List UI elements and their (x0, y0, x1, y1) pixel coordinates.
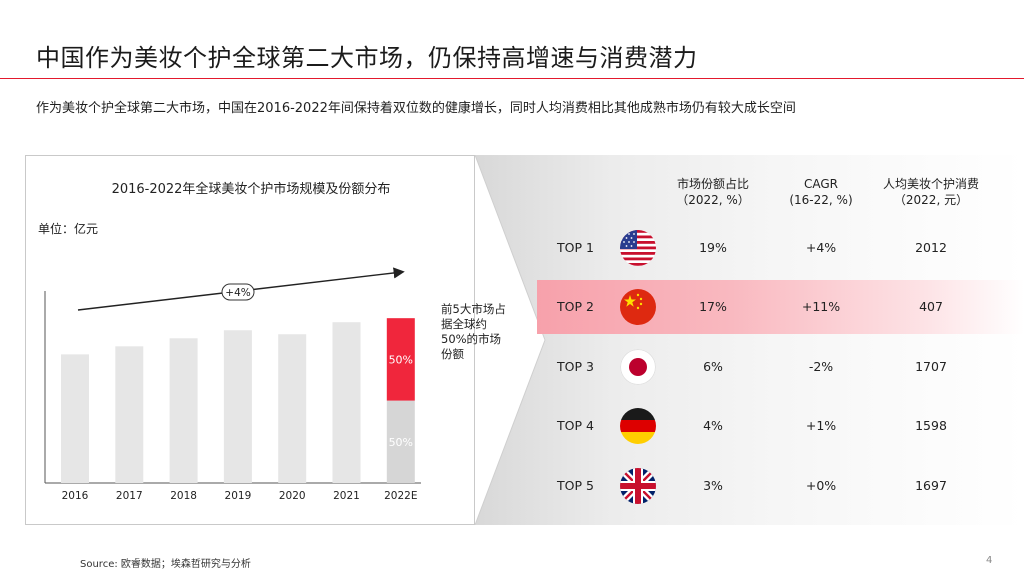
bar-2017 (115, 346, 144, 483)
rank-label: TOP 4 (557, 418, 594, 433)
x-tick-label: 2022E (384, 490, 417, 502)
table-row: TOP 5 3% +0% 1697 (537, 464, 1024, 508)
x-tick-label: 2021 (333, 490, 360, 502)
bar-chart: 50% 50% 2016 2017 2018 2019 2020 2021 2022E +4% (44, 267, 421, 502)
table-row-highlighted: TOP 2 17% +11% 407 (537, 280, 1024, 334)
bar-2016 (61, 354, 89, 483)
bar-2019 (223, 330, 252, 483)
ranking-panel-background (475, 155, 1024, 525)
bar-2022-other-markets (386, 400, 415, 483)
market-share-note: 前5大市场占据全球约50%的市场份额 (441, 302, 506, 361)
x-tick-label: 2018 (170, 490, 197, 502)
cagr-value: +4% (805, 240, 837, 255)
column-header-cagr: CAGR (16-22, %) (789, 177, 853, 207)
bar-label-top5: 50% (389, 353, 413, 366)
usa-flag-icon (620, 230, 656, 266)
bar-2018 (169, 338, 198, 483)
share-value: 17% (699, 299, 727, 314)
spend-value: 1598 (915, 418, 947, 433)
x-tick-label: 2019 (225, 490, 252, 502)
cagr-value: -2% (808, 359, 834, 374)
bar-label-others: 50% (389, 436, 413, 449)
share-value: 3% (703, 478, 723, 493)
source-note: Source: 欧睿数据；埃森哲研究与分析 (80, 559, 251, 570)
bar-2020 (278, 334, 307, 483)
chart-title: 2016-2022年全球美妆个护市场规模及份额分布 (111, 182, 391, 197)
germany-flag-icon (620, 408, 656, 444)
chart-panel: 2016-2022年全球美妆个护市场规模及份额分布 单位：亿元 50% 50% 2… (25, 155, 475, 525)
rank-label: TOP 3 (557, 359, 594, 374)
share-value: 4% (703, 418, 723, 433)
x-tick-label: 2017 (116, 490, 143, 502)
panel-notch (475, 155, 545, 525)
table-row: TOP 3 6% -2% 1707 (537, 345, 1024, 389)
rank-label: TOP 2 (557, 299, 594, 314)
panel-notch-border (475, 155, 546, 525)
trend-badge (221, 283, 255, 301)
table-row: TOP 4 4% +1% 1598 (537, 404, 1024, 448)
column-header-spend: 人均美妆个护消费 （2022, 元） (882, 177, 979, 207)
spend-value: 407 (919, 299, 943, 314)
uk-flag-icon (620, 468, 656, 504)
chart-unit: 单位：亿元 (38, 222, 99, 236)
spend-value: 2012 (915, 240, 947, 255)
cagr-value: +1% (805, 418, 837, 433)
bar-2021 (332, 322, 361, 483)
spend-value: 1707 (915, 359, 947, 374)
share-value: 6% (703, 359, 723, 374)
rank-label: TOP 5 (557, 478, 594, 493)
page-title: 中国作为美妆个护全球第二大市场，仍保持高增速与消费潜力 (36, 44, 698, 72)
bar-2022-top5-markets (386, 318, 415, 401)
page-subtitle: 作为美妆个护全球第二大市场，中国在2016-2022年间保持着双位数的健康增长，… (36, 101, 796, 116)
column-header-share: 市场份额占比 （2022, %） (676, 177, 750, 207)
x-tick-label: 2016 (62, 490, 89, 502)
china-flag-icon (620, 289, 656, 325)
rank-label: TOP 1 (557, 240, 594, 255)
x-tick-label: 2020 (279, 490, 306, 502)
spend-value: 1697 (915, 478, 947, 493)
cagr-value: +0% (805, 478, 837, 493)
share-value: 19% (699, 240, 727, 255)
table-row: TOP 1 19% +4% 2012 (537, 226, 1024, 270)
japan-flag-icon (620, 349, 656, 385)
title-divider (0, 78, 1024, 79)
page-number: 4 (986, 555, 993, 566)
cagr-value: +11% (801, 299, 841, 314)
trend-label: +4% (225, 287, 250, 299)
